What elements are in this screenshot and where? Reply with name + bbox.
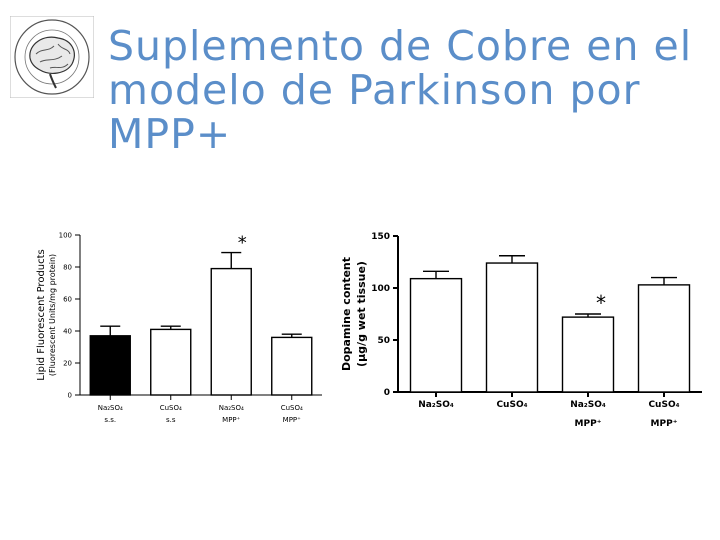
y-tick-label: 0 bbox=[384, 388, 390, 398]
x-category-label: Na₂SO₄ bbox=[570, 400, 606, 410]
y-tick-label: 0 bbox=[68, 391, 72, 399]
x-category-label: CuSO₄ bbox=[281, 404, 303, 412]
y-tick-label: 100 bbox=[59, 231, 72, 239]
bar bbox=[150, 328, 192, 396]
x-category-sublabel: MPP⁺ bbox=[651, 419, 678, 429]
x-category-sublabel: s.s bbox=[166, 416, 176, 424]
bar bbox=[210, 267, 252, 396]
x-category-label: Na₂SO₄ bbox=[219, 404, 244, 412]
y-tick-label: 60 bbox=[63, 295, 72, 303]
bar bbox=[637, 284, 691, 393]
brain-seal-logo-icon bbox=[10, 16, 94, 98]
y-tick-label: 40 bbox=[63, 327, 72, 335]
x-category-sublabel: MPP⁺ bbox=[222, 416, 240, 424]
significance-marker: * bbox=[238, 233, 247, 254]
slide-title: Suplemento de Cobre en el modelo de Park… bbox=[108, 22, 693, 158]
x-category-label: Na₂SO₄ bbox=[98, 404, 123, 412]
x-category-label: Na₂SO₄ bbox=[418, 400, 454, 410]
x-category-label: CuSO₄ bbox=[160, 404, 182, 412]
bar bbox=[89, 335, 131, 396]
x-category-sublabel: s.s. bbox=[104, 416, 116, 424]
y-tick-label: 100 bbox=[371, 284, 390, 294]
y-tick-label: 80 bbox=[63, 263, 72, 271]
y-tick-label: 50 bbox=[377, 336, 390, 346]
y-axis-label: Dopamine content bbox=[340, 257, 353, 371]
significance-marker: * bbox=[596, 291, 606, 315]
x-category-label: CuSO₄ bbox=[496, 400, 527, 410]
bar bbox=[485, 262, 539, 393]
x-category-sublabel: MPP⁺ bbox=[283, 416, 301, 424]
x-category-label: CuSO₄ bbox=[648, 400, 679, 410]
bar bbox=[409, 277, 463, 393]
y-axis-sublabel: (Fluorescent Units/mg protein) bbox=[48, 254, 57, 376]
bar bbox=[561, 316, 615, 393]
y-axis-sublabel: (μg/g wet tissue) bbox=[355, 261, 368, 367]
y-axis-label: Lipid Fluorescent Products bbox=[36, 249, 47, 381]
y-tick-label: 150 bbox=[371, 232, 390, 242]
x-category-sublabel: MPP⁺ bbox=[575, 419, 602, 429]
y-tick-label: 20 bbox=[63, 359, 72, 367]
